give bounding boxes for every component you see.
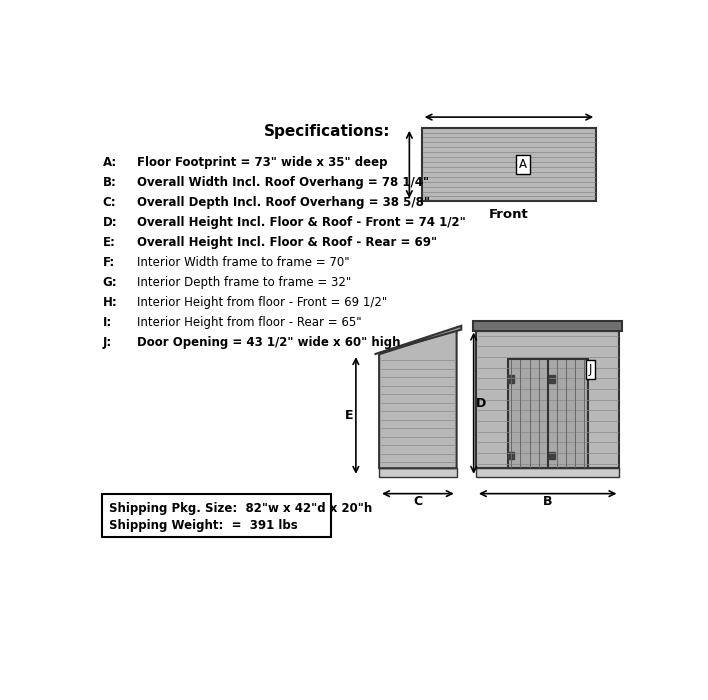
Text: Interior Height from floor - Rear = 65": Interior Height from floor - Rear = 65" bbox=[137, 316, 361, 329]
Text: Overall Height Incl. Floor & Roof - Rear = 69": Overall Height Incl. Floor & Roof - Rear… bbox=[137, 236, 437, 249]
Bar bbox=[473, 321, 622, 331]
Text: Interior Height from floor - Front = 69 1/2": Interior Height from floor - Front = 69 … bbox=[137, 296, 387, 309]
Text: Specifications:: Specifications: bbox=[264, 124, 390, 139]
Bar bbox=[476, 468, 620, 477]
Text: B:: B: bbox=[103, 176, 116, 189]
Text: I:: I: bbox=[103, 316, 112, 329]
Text: Front: Front bbox=[489, 209, 529, 221]
Text: A: A bbox=[519, 158, 527, 171]
Text: J:: J: bbox=[103, 336, 112, 349]
Text: Floor Footprint = 73" wide x 35" deep: Floor Footprint = 73" wide x 35" deep bbox=[137, 156, 387, 169]
Bar bbox=[508, 452, 514, 459]
Text: H:: H: bbox=[103, 296, 118, 309]
Text: J: J bbox=[589, 363, 593, 376]
Polygon shape bbox=[379, 330, 457, 468]
Text: E: E bbox=[345, 409, 353, 422]
Text: Door Opening = 43 1/2" wide x 60" high: Door Opening = 43 1/2" wide x 60" high bbox=[137, 336, 400, 349]
Text: Overall Width Incl. Roof Overhang = 78 1/4": Overall Width Incl. Roof Overhang = 78 1… bbox=[137, 176, 428, 189]
Text: C: C bbox=[413, 495, 423, 508]
Text: Interior Depth frame to frame = 32": Interior Depth frame to frame = 32" bbox=[137, 276, 350, 289]
Text: B: B bbox=[543, 495, 552, 508]
Text: D:: D: bbox=[103, 216, 117, 229]
Text: D: D bbox=[476, 397, 486, 410]
Text: C:: C: bbox=[103, 196, 116, 209]
Text: Shipping Weight:  =  391 lbs: Shipping Weight: = 391 lbs bbox=[108, 519, 297, 532]
Text: Overall Height Incl. Floor & Roof - Front = 74 1/2": Overall Height Incl. Floor & Roof - Fron… bbox=[137, 216, 465, 229]
Text: Shipping Pkg. Size:  82"w x 42"d x 20"h: Shipping Pkg. Size: 82"w x 42"d x 20"h bbox=[108, 502, 372, 514]
Text: Overall Depth Incl. Roof Overhang = 38 5/8": Overall Depth Incl. Roof Overhang = 38 5… bbox=[137, 196, 430, 209]
Text: Interior Width frame to frame = 70": Interior Width frame to frame = 70" bbox=[137, 256, 349, 269]
Bar bbox=[508, 375, 514, 383]
Text: G:: G: bbox=[103, 276, 117, 289]
Bar bbox=[476, 331, 620, 468]
Bar bbox=[549, 375, 554, 383]
Bar bbox=[549, 452, 554, 459]
Bar bbox=[508, 358, 588, 468]
Bar bbox=[103, 494, 331, 537]
Bar bbox=[422, 128, 596, 201]
Text: F:: F: bbox=[103, 256, 115, 269]
Text: E:: E: bbox=[103, 236, 115, 249]
Bar bbox=[379, 468, 457, 477]
Polygon shape bbox=[375, 326, 462, 354]
Text: A:: A: bbox=[103, 156, 117, 169]
